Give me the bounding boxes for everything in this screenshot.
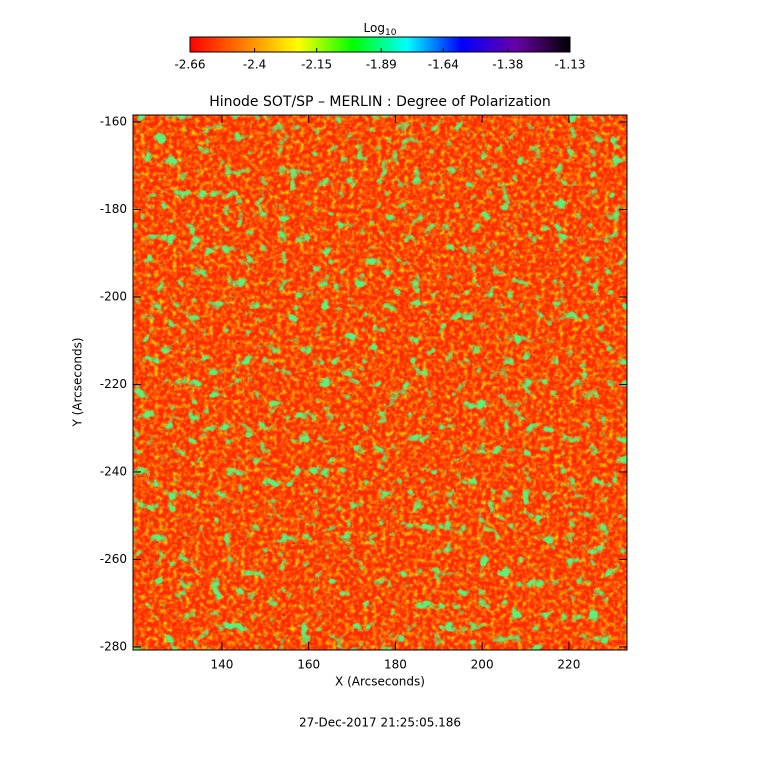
y-tick-label: -160 <box>100 114 127 128</box>
heatmap-spots <box>133 115 627 650</box>
colorbar-label: Log10 <box>364 21 397 38</box>
x-tick-label: 180 <box>384 658 407 672</box>
colorbar <box>189 36 571 53</box>
x-tick-label: 160 <box>297 658 320 672</box>
colorbar-label-sub: 10 <box>385 28 397 38</box>
x-axis-label: X (Arcseconds) <box>335 675 425 689</box>
chart-title: Hinode SOT/SP – MERLIN : Degree of Polar… <box>209 94 551 110</box>
colorbar-tick-label: -1.38 <box>492 58 523 72</box>
y-tick-label: -280 <box>100 639 127 653</box>
colorbar-tick-label: -1.13 <box>554 58 585 72</box>
plot-frame <box>132 114 628 651</box>
x-tick-label: 140 <box>210 658 233 672</box>
colorbar-tick-label: -1.64 <box>428 58 459 72</box>
y-tick-label: -180 <box>100 202 127 216</box>
y-tick-label: -260 <box>100 552 127 566</box>
colorbar-tick-label: -1.89 <box>366 58 397 72</box>
y-tick-label: -220 <box>100 377 127 391</box>
y-axis-label: Y (Arcseconds) <box>71 337 85 427</box>
colorbar-label-main: Log <box>364 21 385 35</box>
x-tick-label: 200 <box>471 658 494 672</box>
heatmap <box>133 115 627 650</box>
y-tick-label: -200 <box>100 289 127 303</box>
colorbar-tick-label: -2.66 <box>174 58 205 72</box>
colorbar-tick-label: -2.4 <box>243 58 266 72</box>
y-tick-label: -240 <box>100 464 127 478</box>
x-tick-label: 220 <box>557 658 580 672</box>
footer-timestamp: 27-Dec-2017 21:25:05.186 <box>299 716 461 730</box>
colorbar-tick-label: -2.15 <box>301 58 332 72</box>
